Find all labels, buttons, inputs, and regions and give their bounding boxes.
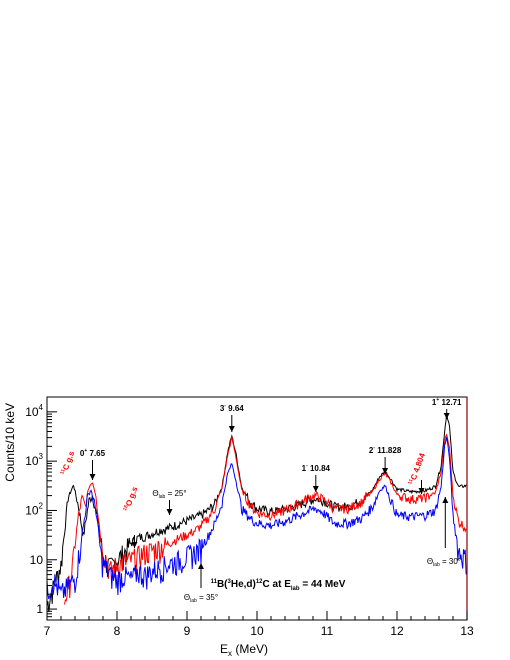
annotation-arrow-head: [131, 542, 138, 548]
annotation-arrow-head: [166, 509, 173, 515]
series-line-1: [64, 433, 467, 605]
annotation-peak-3minus: 3- 9.64: [220, 403, 244, 413]
annotation-arrows: [89, 409, 450, 588]
y-tick-label: 102: [25, 501, 43, 517]
annotation-arrow-head: [443, 413, 450, 419]
x-tick-label: 10: [250, 624, 264, 638]
y-axis-title: Counts/10 keV: [3, 403, 17, 482]
annotation-peak-0plus: 0+ 7.65: [80, 448, 106, 458]
y-tick-label: 103: [25, 452, 43, 468]
annotation-arrow-head: [198, 563, 204, 569]
x-tick-label: 8: [114, 624, 121, 638]
series-line-0: [46, 412, 467, 613]
annotation-peak-2minus: 2- 11.828: [369, 445, 402, 455]
x-tick-label: 11: [321, 624, 334, 638]
series-layer: [46, 412, 467, 613]
axes-layer: 7 8 9 10 11 12 13 1 10 102 103 104: [25, 403, 474, 638]
x-tick-label: 7: [44, 624, 51, 638]
annotation-peak-1plus: 1+ 12.71: [432, 397, 462, 407]
y-tick-label: 104: [25, 403, 43, 419]
series-line-2: [46, 436, 467, 600]
annotation-arrow-head: [228, 426, 235, 432]
annotation-arrow-head: [442, 497, 449, 503]
annotation-theta-35: Θlab = 35°: [184, 593, 218, 604]
annotation-arrow-head: [312, 486, 319, 492]
annotation-reaction: 11B(3He,d)12C at Elab = 44 MeV: [211, 579, 346, 592]
annotation-arrow-head: [382, 468, 389, 474]
y-tick-label: 10: [30, 553, 44, 567]
annotation-theta-30: Θlab = 30°: [427, 557, 461, 568]
annotation-arrow-head: [89, 474, 96, 480]
x-tick-label: 9: [184, 624, 191, 638]
annotation-theta-25: Θlab = 25°: [152, 489, 186, 500]
annotation-arrow-head: [418, 488, 425, 494]
x-tick-label: 13: [460, 624, 474, 638]
x-tick-label: 12: [390, 624, 404, 638]
annotation-peak-1minus: 1- 10.84: [302, 463, 331, 473]
x-axis-title: Ex (MeV): [220, 642, 268, 658]
y-tick-label: 1: [36, 602, 43, 616]
